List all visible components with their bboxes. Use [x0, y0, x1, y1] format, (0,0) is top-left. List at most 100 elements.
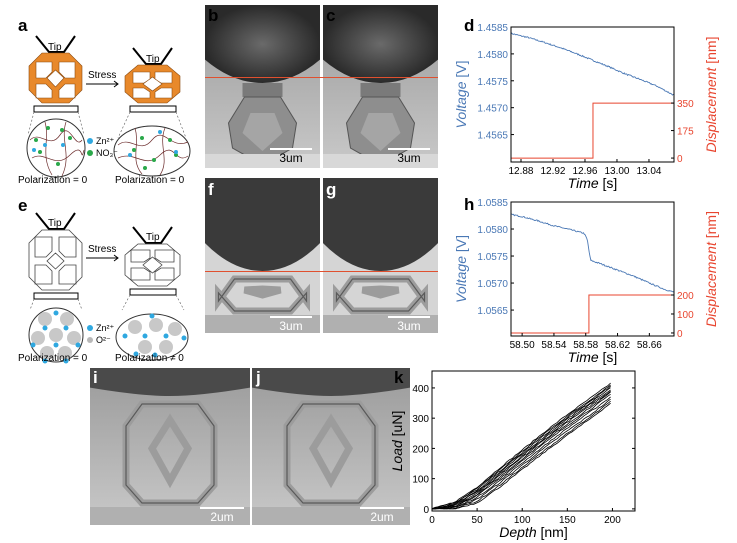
scale-bar-b: 3um: [270, 148, 312, 165]
tip-label-right: Tip: [146, 232, 160, 243]
panel-label-c: c: [326, 6, 336, 25]
substrate: [33, 292, 79, 300]
lattice-uncompressed: [28, 229, 83, 291]
panel-label-e: e: [18, 196, 28, 215]
legend-o: O²⁻: [96, 335, 111, 345]
scale-bar-i: 2um: [200, 507, 244, 524]
sem-image-i: [90, 368, 250, 525]
y-tick-label: 1.0565: [477, 306, 508, 317]
tip-label-right: Tip: [146, 54, 160, 65]
polarization-left: Polarization = 0: [18, 353, 88, 364]
load-depth-curve: [431, 382, 611, 510]
voltage-series-line: [510, 32, 675, 96]
y2-tick-label: 175: [677, 127, 694, 138]
polarization-right: Polarization ≠ 0: [115, 353, 184, 364]
panel-label-k: k: [394, 368, 404, 387]
scale-label: 2um: [370, 510, 394, 524]
x-tick-label: 50: [472, 515, 484, 526]
y2-axis-unit: [nm]: [703, 37, 719, 68]
stress-arrow-icon: [86, 80, 119, 88]
amorphous-zoom-right: [113, 125, 191, 177]
load-depth-curve: [431, 387, 611, 509]
plot-frame: [510, 26, 675, 163]
y-tick-label: 400: [412, 384, 429, 395]
schematic-e: Tip Tip Stress Zn²⁺ O²⁻ Polarization = 0…: [18, 212, 189, 364]
x-axis-label: Depth [nm]: [499, 524, 567, 540]
x-axis-name: Time: [568, 175, 599, 191]
x-tick-label: 58.62: [605, 340, 630, 351]
stress-arrow-icon: [86, 254, 119, 262]
panel-label-f: f: [208, 180, 214, 199]
sem-micrograph: [252, 368, 410, 525]
x-axis-unit: [s]: [599, 175, 618, 191]
legend-no3: NO₃⁻: [96, 148, 118, 158]
legend-zn: Zn²⁺: [96, 323, 115, 333]
y-axis-unit: [V]: [453, 61, 469, 82]
scale-bar-j: 2um: [360, 507, 404, 524]
scale-label: 3um: [279, 319, 303, 333]
sem-image-f: [205, 178, 320, 333]
x-tick-label: 58.66: [637, 340, 662, 351]
x-axis-unit: [s]: [599, 349, 618, 365]
lattice-compressed: [124, 243, 181, 287]
y2-tick-label: 350: [677, 99, 694, 110]
y-tick-label: 1.4585: [477, 23, 508, 34]
x-tick-label: 12.92: [540, 166, 565, 177]
x-axis-name: Depth: [499, 524, 537, 540]
load-depth-curve: [431, 400, 611, 510]
y2-tick-label: 100: [677, 310, 694, 321]
load-depth-curve: [431, 391, 611, 510]
scale-bar-g: 3um: [388, 316, 430, 333]
x-tick-label: 58.54: [541, 340, 566, 351]
y2-axis-label: Displacement [nm]: [703, 37, 719, 153]
y-tick-label: 1.4570: [477, 104, 508, 115]
o-ion-legend-icon: [87, 337, 93, 343]
y-tick-label: 1.4565: [477, 131, 508, 142]
y-tick-label: 200: [412, 444, 429, 455]
y-tick-label: 1.4580: [477, 50, 508, 61]
y2-axis-unit: [nm]: [703, 211, 719, 242]
stress-label: Stress: [88, 244, 116, 255]
x-tick-label: 13.04: [636, 166, 661, 177]
x-tick-label: 58.50: [510, 340, 535, 351]
crystal-zoom-right: [115, 313, 189, 361]
sem-image-g: [323, 178, 438, 333]
polarization-left: Polarization = 0: [18, 175, 88, 186]
scale-label: 3um: [397, 151, 421, 165]
schematic-a: Tip Tip Stress Zn²⁺ NO₃⁻ Polarization =: [18, 35, 191, 186]
panel-label-d: d: [464, 16, 475, 35]
y2-tick-label: 0: [677, 329, 683, 340]
y-tick-label: 1.0580: [477, 225, 508, 236]
x-tick-label: 200: [604, 515, 621, 526]
sem-image-c: [323, 5, 438, 168]
load-depth-curve: [431, 396, 611, 510]
y2-tick-label: 0: [677, 154, 683, 165]
plot-frame: [510, 201, 675, 337]
y-tick-label: 1.0570: [477, 279, 508, 290]
x-axis-label: Time [s]: [568, 175, 618, 191]
y-axis-name: Load: [389, 439, 405, 471]
plot-frame: [431, 370, 636, 512]
no3-ion-legend-icon: [87, 150, 93, 156]
load-depth-curve: [432, 390, 611, 510]
zn-ion-legend-icon: [87, 138, 93, 144]
scale-bar-f: 3um: [270, 316, 312, 333]
load-depth-curve: [431, 385, 611, 510]
y-tick-label: 100: [412, 475, 429, 486]
substrate: [129, 288, 177, 296]
panel-label-h: h: [464, 195, 475, 214]
amorphous-zoom-left: [26, 118, 86, 178]
sem-micrograph: [323, 5, 438, 168]
y-tick-label: 1.0585: [477, 198, 508, 209]
panel-label-j: j: [256, 368, 261, 387]
y2-tick-label: 200: [677, 291, 694, 302]
displacement-series-line: [511, 102, 674, 159]
panel-label-b: b: [208, 6, 219, 25]
voltage-series-line: [510, 213, 675, 293]
load-depth-curve: [431, 393, 611, 510]
load-depth-curve: [431, 402, 611, 510]
x-tick-label: 12.96: [572, 166, 597, 177]
polarization-right: Polarization = 0: [115, 175, 185, 186]
